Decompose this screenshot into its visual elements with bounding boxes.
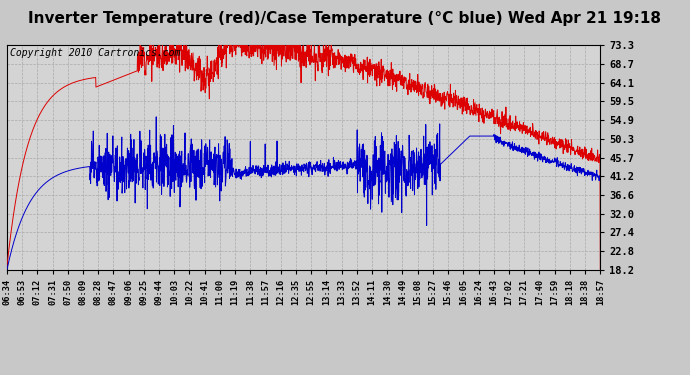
Text: Copyright 2010 Cartronics.com: Copyright 2010 Cartronics.com: [10, 48, 180, 58]
Text: Inverter Temperature (red)/Case Temperature (°C blue) Wed Apr 21 19:18: Inverter Temperature (red)/Case Temperat…: [28, 11, 662, 26]
